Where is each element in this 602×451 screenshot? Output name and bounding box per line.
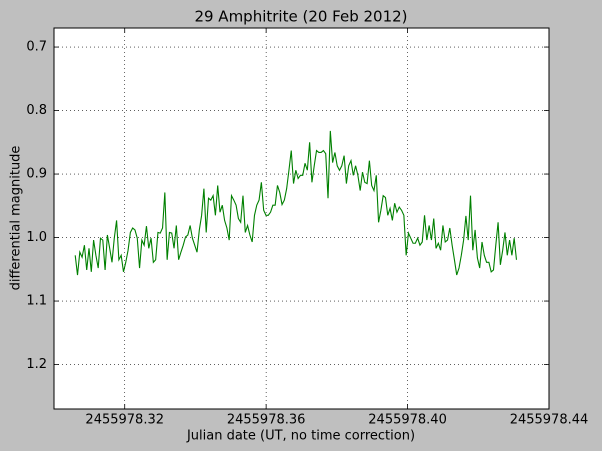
- y-tick-label: 1.0: [26, 230, 47, 245]
- y-axis-label: differential magnitude: [9, 146, 24, 291]
- y-tick-label: 1.2: [26, 357, 47, 372]
- chart-title: 29 Amphitrite (20 Feb 2012): [194, 8, 407, 26]
- plot-area: [54, 28, 549, 409]
- x-tick-label: 2455978.36: [227, 413, 306, 428]
- data-line: [74, 130, 518, 276]
- y-tick-label: 0.7: [26, 40, 47, 55]
- y-tick-label: 1.1: [26, 294, 47, 309]
- y-tick-label: 0.9: [26, 167, 47, 182]
- x-tick-label: 2455978.44: [510, 413, 589, 428]
- x-tick-label: 2455978.32: [85, 413, 164, 428]
- y-tick-label: 0.8: [26, 103, 47, 118]
- plot-frame: [53, 27, 550, 410]
- x-tick-label: 2455978.40: [368, 413, 447, 428]
- x-axis-label: Julian date (UT, no time correction): [186, 429, 415, 444]
